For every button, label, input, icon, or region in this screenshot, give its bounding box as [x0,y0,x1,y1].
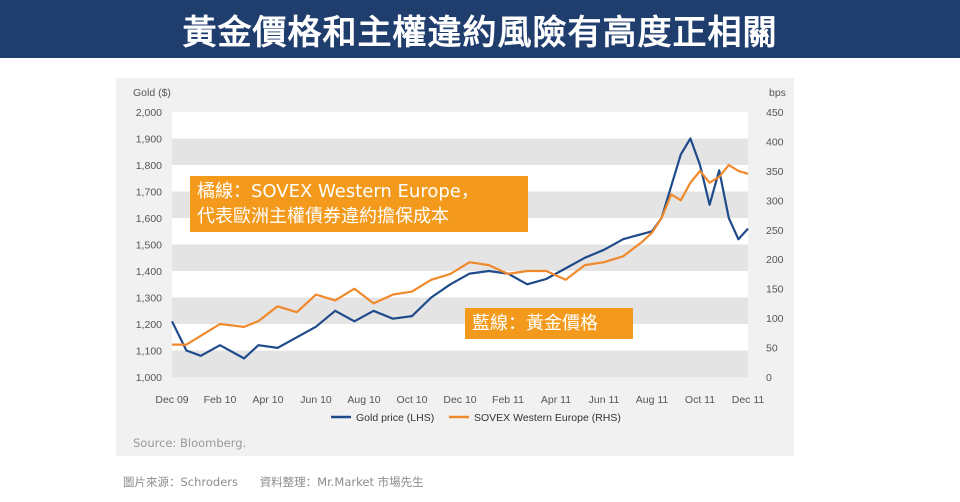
y-right-tick-label: 400 [766,136,784,148]
y-left-tick-label: 1,300 [136,293,162,305]
x-tick-label: Feb 11 [492,394,524,406]
y-right-tick-label: 50 [766,343,778,355]
x-tick-label: Oct 10 [397,394,428,406]
plot-band [172,297,748,324]
plot-band [172,244,748,271]
x-tick-label: Jun 10 [300,394,332,406]
x-tick-label: Aug 10 [347,394,380,406]
y-left-tick-label: 1,800 [136,160,162,172]
y-left-tick-label: 1,700 [136,187,162,199]
y-left-tick-label: 1,900 [136,134,162,146]
x-tick-label: Feb 10 [204,394,237,406]
x-tick-label: Oct 11 [685,394,715,406]
image-source: 圖片來源：Schroders [123,475,239,489]
y-right-tick-label: 200 [766,254,784,266]
compiled-by: 資料整理：Mr.Market 市場先生 [259,475,424,489]
gold-vs-sovex-chart: 2,000 1,900 1,800 1,700 1,600 1,500 1,400 1,300… [133,87,786,424]
plot-band [172,271,748,298]
y-right-tick-label: 350 [766,166,784,178]
y-right-tick-label: 0 [766,372,772,384]
x-tick-label: Dec 11 [732,394,765,406]
chart-panel: 2,000 1,900 1,800 1,700 1,600 1,500 1,400 1,300… [116,78,794,456]
plot-band [172,112,748,139]
x-tick-label: Apr 10 [253,394,284,406]
x-tick-label: Aug 11 [636,394,669,406]
y-left-tick-label: 1,100 [136,346,162,358]
y-left-tick-label: 1,600 [136,213,162,225]
y-right-tick-label: 300 [766,195,784,207]
y-right-axis-title: bps [769,87,786,99]
y-left-tick-label: 1,500 [136,240,162,252]
y-left-tick-label: 1,200 [136,319,162,331]
y-left-tick-label: 1,400 [136,266,162,278]
y-right-tick-label: 450 [766,107,784,119]
y-right-tick-label: 150 [766,284,784,296]
y-left-tick-label: 1,000 [136,372,162,384]
page-title: 黃金價格和主權違約風險有高度正相關 [182,12,778,53]
x-tick-label: Apr 11 [541,394,571,406]
y-right-tick-label: 250 [766,225,784,237]
plot-band [172,350,748,377]
credit-line: 圖片來源：Schroders 資料整理：Mr.Market 市場先生 [123,474,442,490]
legend-label-sovex: SOVEX Western Europe (RHS) [474,412,621,424]
y-right-tick-label: 100 [766,313,784,325]
y-left-tick-label: 2,000 [136,107,162,119]
y-left-axis-title: Gold ($) [133,87,171,99]
sovex-annotation: 橘線：SOVEX Western Europe， 代表歐洲主權債券違約擔保成本 [190,176,528,232]
source-note: Source: Bloomberg. [133,436,247,450]
x-tick-label: Jun 11 [589,394,620,406]
sovex-annotation-line-2: 代表歐洲主權債券違約擔保成本 [197,206,449,227]
plot-band [172,138,748,165]
x-tick-label: Dec 10 [443,394,476,406]
sovex-annotation-line-1: 橘線：SOVEX Western Europe， [197,181,479,202]
title-bar: 黃金價格和主權違約風險有高度正相關 [0,0,960,58]
sovex-line [172,163,749,346]
gold-annotation: 藍線：黃金價格 [465,308,633,339]
legend-label-gold: Gold price (LHS) [356,412,434,424]
x-tick-label: Dec 09 [155,394,188,406]
